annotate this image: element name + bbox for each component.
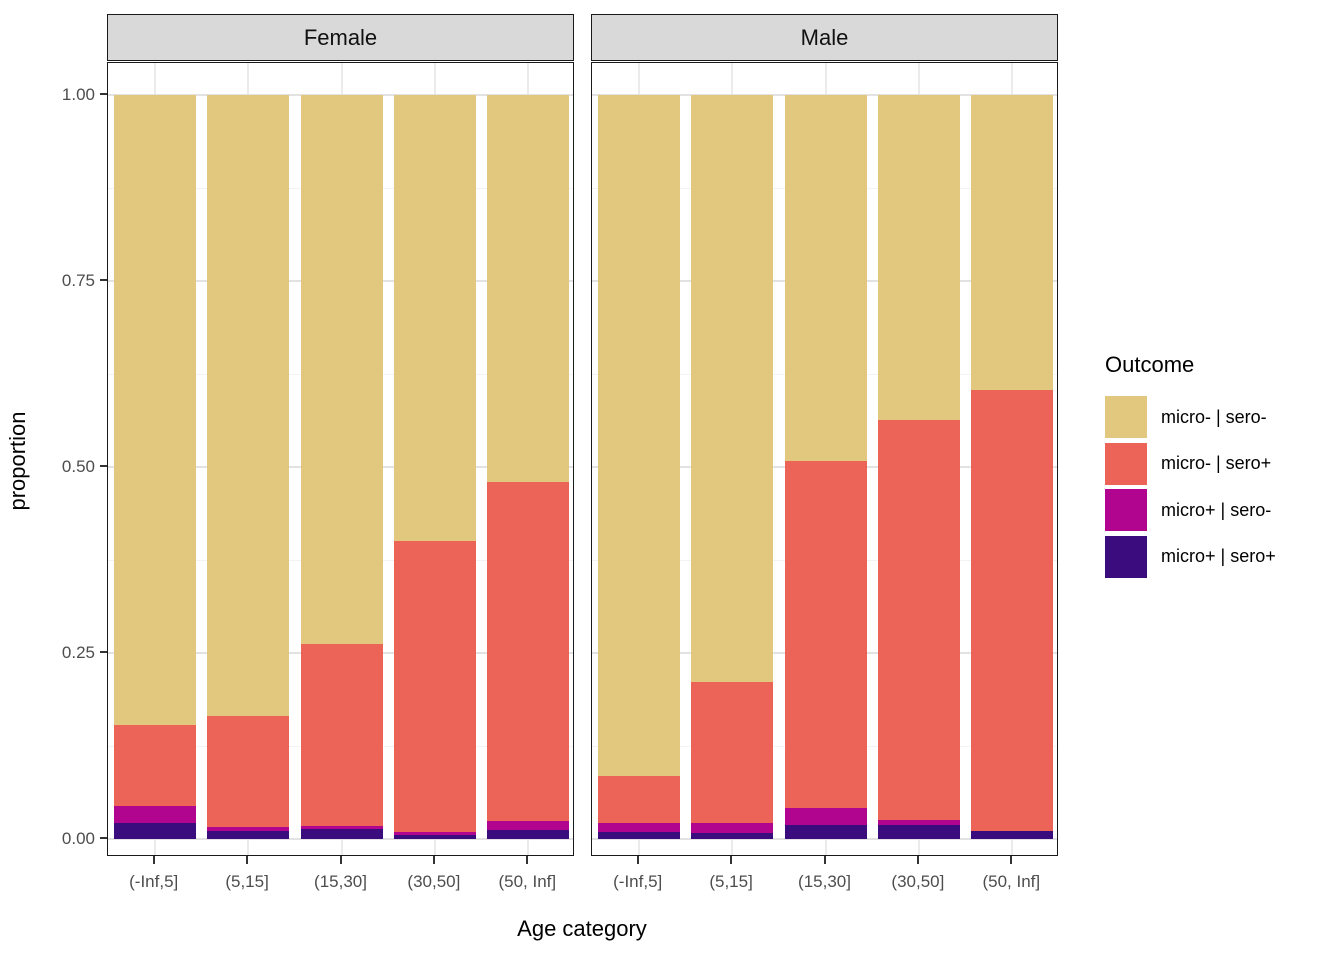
x-tick-label: (15,30] [314,872,367,891]
x-tick-label: (15,30] [798,872,851,891]
legend-key-swatch [1105,489,1147,531]
bar-segment [597,832,680,839]
bar-segment [597,775,680,824]
bar-segment [691,682,774,824]
y-tick-mark [100,279,107,281]
bar-segment [393,540,476,833]
bar-segment [300,95,383,645]
legend-entry: micro- | sero- [1105,396,1340,438]
y-tick-label: 0.50 [61,456,95,476]
bar-segment [113,806,196,823]
bar-segment [300,825,383,830]
bar-segment [393,832,476,836]
bar-segment [113,725,196,807]
bar-segment [691,833,774,839]
bar-segment [207,830,290,839]
bar-segment [393,95,476,541]
y-tick-mark [100,651,107,653]
x-tick-label: (30,50] [407,872,461,891]
bar-segment [877,95,960,421]
bar-segment [597,823,680,833]
gridline-major [592,838,1057,840]
bar-segment [784,95,867,462]
bar-segment [300,829,383,839]
bar-segment [971,830,1054,839]
x-tick-label: (30,50] [891,872,945,891]
x-tick-mark [432,856,435,864]
bar-segment [207,827,290,831]
bar-segment [487,481,570,822]
bar-segment [971,389,1054,831]
legend-title: Outcome [1105,352,1195,377]
bar-segment [487,95,570,482]
facet-strip: Male [591,14,1058,61]
facet-panel [591,62,1058,856]
x-tick-mark [526,856,529,864]
bar-segment [487,830,570,839]
bar-segment [971,95,1054,390]
bar-segment [877,420,960,821]
legend-entry: micro+ | sero- [1105,489,1340,531]
bar-segment [207,716,290,828]
bar-segment [597,95,680,776]
legend-key-swatch [1105,396,1147,438]
legend-key-swatch [1105,442,1147,485]
x-tick-mark [246,856,249,864]
legend-label: micro- | sero+ [1161,453,1272,473]
facet-strip-label: Female [303,24,378,50]
bar-segment [487,821,570,831]
facet-panel [107,62,574,856]
y-tick-label: 0.00 [61,828,95,848]
legend-key-swatch [1105,535,1147,578]
legend-entry: micro+ | sero+ [1105,535,1340,578]
bar-segment [393,835,476,839]
legend-label: micro+ | sero+ [1161,546,1276,566]
x-tick-mark [916,856,919,864]
y-tick-mark [100,465,107,467]
gridline-major [108,838,573,840]
x-tick-mark [339,856,342,864]
facet-strip-label: Male [800,24,849,50]
legend: Outcome micro- | sero-micro- | sero+ micr… [1105,352,1340,582]
bar-segment [877,820,960,825]
bar-segment [691,823,774,834]
bar-segment [207,95,290,717]
y-tick-label: 0.75 [61,270,95,290]
bar-segment [784,824,867,839]
bar-segment [113,822,196,839]
x-tick-mark [1010,856,1013,864]
bar-segment [877,824,960,839]
x-tick-mark [152,856,155,864]
bar-segment [784,808,867,825]
x-tick-label: (5,15] [225,872,269,891]
x-tick-label: (50, Inf] [498,872,557,891]
bar-segment [300,644,383,826]
y-tick-mark [100,837,107,839]
facet-strip: Female [107,14,574,61]
y-tick-label: 1.00 [61,84,95,104]
bar-segment [784,461,867,809]
y-tick-mark [100,93,107,95]
x-tick-mark [636,856,639,864]
y-tick-label: 0.25 [61,642,95,662]
y-axis-title: proportion [5,411,30,511]
legend-entries: micro- | sero-micro- | sero+ micro+ | ser… [1105,396,1340,578]
x-tick-mark [823,856,826,864]
x-tick-mark [730,856,733,864]
x-tick-label: (-Inf,5] [129,872,179,891]
x-axis-title: Age category [517,916,647,941]
bar-segment [691,95,774,683]
legend-label: micro- | sero- [1161,406,1267,427]
legend-entry: micro- | sero+ [1105,442,1340,485]
x-tick-label: (-Inf,5] [613,872,663,891]
legend-label: micro+ | sero- [1161,499,1272,520]
x-tick-label: (50, Inf] [982,872,1041,891]
bar-segment [113,95,196,726]
x-tick-label: (5,15] [709,872,753,891]
